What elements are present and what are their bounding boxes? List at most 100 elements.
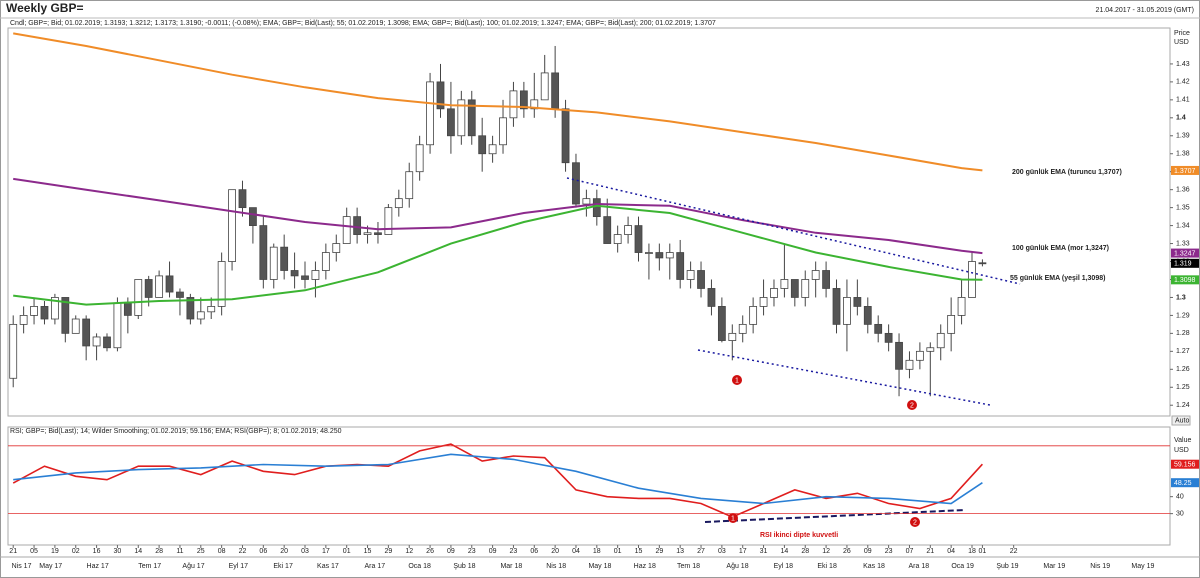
month-label: Nis 19 (1090, 563, 1110, 570)
rsi-trend-line (704, 509, 966, 523)
candle-body (863, 306, 872, 325)
candle-body (50, 297, 59, 320)
candle-body (697, 270, 705, 289)
y-label: Price (1174, 30, 1190, 37)
month-label: Eki 17 (273, 563, 293, 570)
month-label: Eyl 17 (229, 563, 249, 570)
candle-body (676, 252, 685, 280)
x-tick-label: 01 (614, 548, 622, 555)
rsi-line (13, 453, 983, 505)
candle-body (374, 232, 382, 235)
price-badge-label: 1.319 (1174, 261, 1192, 268)
candle-body (728, 332, 737, 341)
candle-body (519, 90, 528, 110)
candle-body (92, 336, 101, 347)
candle-body (707, 288, 716, 307)
candle-body (717, 306, 726, 341)
legend-text: Cndl; GBP=; Bid; 01.02.2019; 1.3193; 1.3… (10, 20, 716, 27)
candle-body (499, 117, 507, 146)
auto-button[interactable] (1171, 415, 1191, 426)
x-tick-label: 09 (489, 548, 497, 555)
candle-body (905, 359, 914, 370)
candle-body (280, 246, 289, 271)
y-tick-label: 1.41 (1176, 97, 1190, 104)
x-tick-label: 21 (926, 548, 934, 555)
candle-body (238, 189, 247, 209)
x-tick-label: 14 (781, 548, 789, 555)
candle-body (415, 144, 424, 173)
x-tick-label: 26 (426, 548, 434, 555)
month-label: Nis 17 (12, 563, 32, 570)
x-tick-label: 11 (176, 548, 183, 555)
rsi-badge (1171, 459, 1199, 469)
candle-body (947, 315, 956, 334)
candle-body (790, 279, 799, 298)
candle-body (321, 252, 330, 271)
candle-body (123, 302, 132, 316)
candle-body (467, 99, 476, 137)
x-tick-label: 21 (9, 548, 17, 555)
candle-body (228, 189, 236, 262)
month-label: Ara 17 (365, 563, 386, 570)
x-tick-label: 03 (301, 548, 309, 555)
x-tick-label: 27 (697, 548, 705, 555)
auto-label[interactable]: Auto (1175, 417, 1190, 424)
y-tick-label: 1.35 (1176, 204, 1190, 211)
y-tick-label: 1.34 (1176, 222, 1190, 229)
x-tick-label: 09 (864, 548, 872, 555)
x-tick-label: 17 (322, 548, 330, 555)
marker-label: 1 (735, 377, 739, 384)
x-tick-label: 01 (343, 548, 351, 555)
x-tick-label: 28 (801, 548, 809, 555)
month-label: Mar 18 (500, 563, 522, 570)
rsi-y-tick-label: 30 (1176, 510, 1184, 517)
candle-body (353, 216, 362, 235)
candle-body (363, 232, 372, 235)
x-tick-label: 15 (635, 548, 643, 555)
candle-body (40, 306, 49, 320)
x-tick-label: 23 (510, 548, 518, 555)
x-tick-label: 03 (718, 548, 726, 555)
month-label: Şub 18 (453, 563, 475, 570)
candle-body (822, 270, 830, 289)
x-tick-label: 17 (739, 548, 747, 555)
x-tick-label: 25 (197, 548, 205, 555)
candle-body (561, 108, 570, 164)
candle-body (196, 311, 205, 320)
candle-body (82, 318, 91, 347)
candle-body (957, 297, 966, 316)
candle-body (176, 291, 184, 298)
candle-body (207, 306, 216, 313)
candle-body (342, 216, 351, 244)
x-tick-label: 23 (885, 548, 893, 555)
candle-body (572, 162, 580, 205)
month-label: Mar 19 (1043, 563, 1065, 570)
candle-body (895, 341, 903, 370)
candle-body (915, 350, 924, 361)
candle-body (665, 252, 674, 259)
candle-body (624, 225, 632, 235)
price-badge (1171, 258, 1199, 268)
marker: 2 (907, 400, 917, 410)
candle-body (155, 275, 164, 298)
x-tick-label: 12 (405, 548, 413, 555)
x-tick-label: 30 (114, 548, 122, 555)
candle-body (144, 279, 153, 298)
candles (9, 45, 987, 397)
candle-body (384, 207, 393, 235)
x-tick-label: 13 (676, 548, 684, 555)
candle-body (884, 332, 893, 343)
candle-body (301, 275, 309, 280)
candle-body (634, 225, 643, 253)
candle-body (447, 108, 455, 137)
candle-body (926, 347, 935, 352)
x-tick-label: 22 (239, 548, 247, 555)
candle-body (134, 279, 143, 316)
x-tick-label: 22 (1010, 548, 1018, 555)
x-tick-label: 06 (259, 548, 267, 555)
annotation: 55 günlük EMA (yeşil 1,3098) (1010, 275, 1105, 282)
y-tick-label: 1.3 (1176, 294, 1186, 301)
candle-body (61, 297, 70, 334)
candle-body (540, 72, 549, 101)
month-label: Haz 18 (634, 563, 656, 570)
